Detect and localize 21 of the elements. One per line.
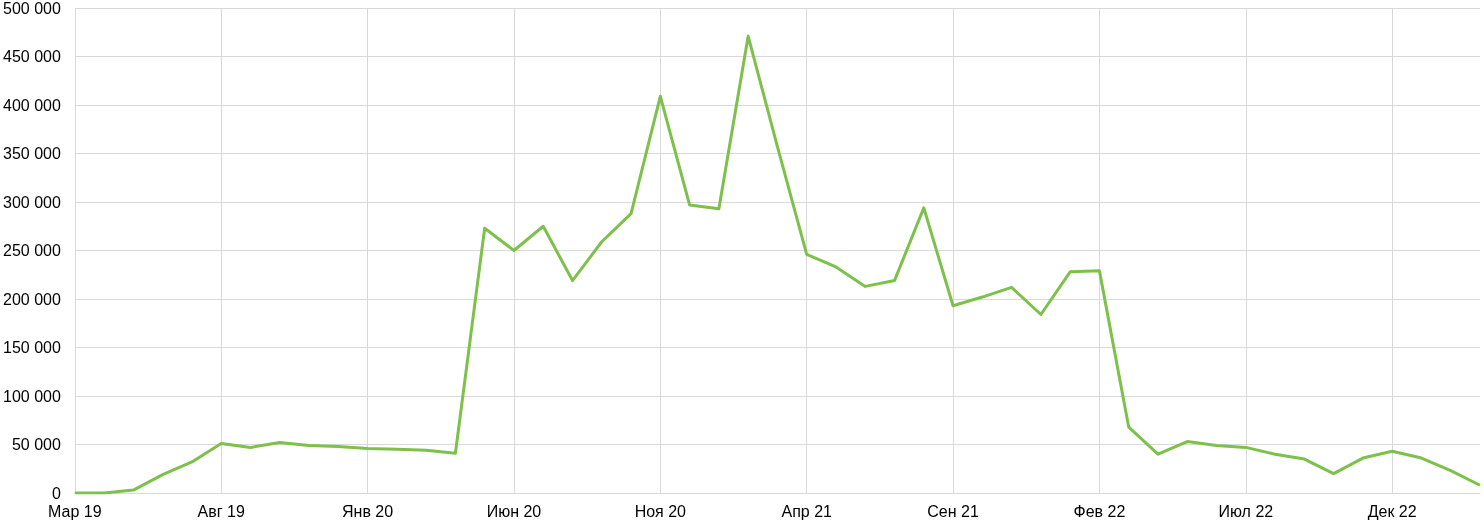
y-tick-label: 150 000 [2,339,61,356]
y-tick-label: 350 000 [2,145,61,162]
x-tick-label: Июн 20 [486,502,542,520]
x-tick-label: Ноя 20 [634,502,687,520]
x-tick-label: Апр 21 [781,502,833,520]
y-tick-label: 50 000 [11,436,61,453]
y-tick-label: 250 000 [2,242,61,259]
y-tick-label: 200 000 [2,290,61,308]
x-tick-label: Дек 22 [1367,502,1417,520]
x-tick-label: Янв 20 [342,502,394,520]
x-tick-label: Сен 21 [927,502,979,520]
y-tick-label: 300 000 [2,193,61,211]
x-tick-label: Авг 19 [197,502,245,520]
y-tick-label: 100 000 [2,387,61,405]
y-tick-label: 0 [51,484,61,502]
y-tick-label: 450 000 [2,48,61,65]
x-tick-label: Фев 22 [1073,502,1126,520]
y-tick-label: 400 000 [2,96,61,114]
x-tick-label: Июл 22 [1218,502,1274,520]
y-tick-label: 500 000 [2,0,61,17]
x-tick-label: Мар 19 [48,502,102,520]
